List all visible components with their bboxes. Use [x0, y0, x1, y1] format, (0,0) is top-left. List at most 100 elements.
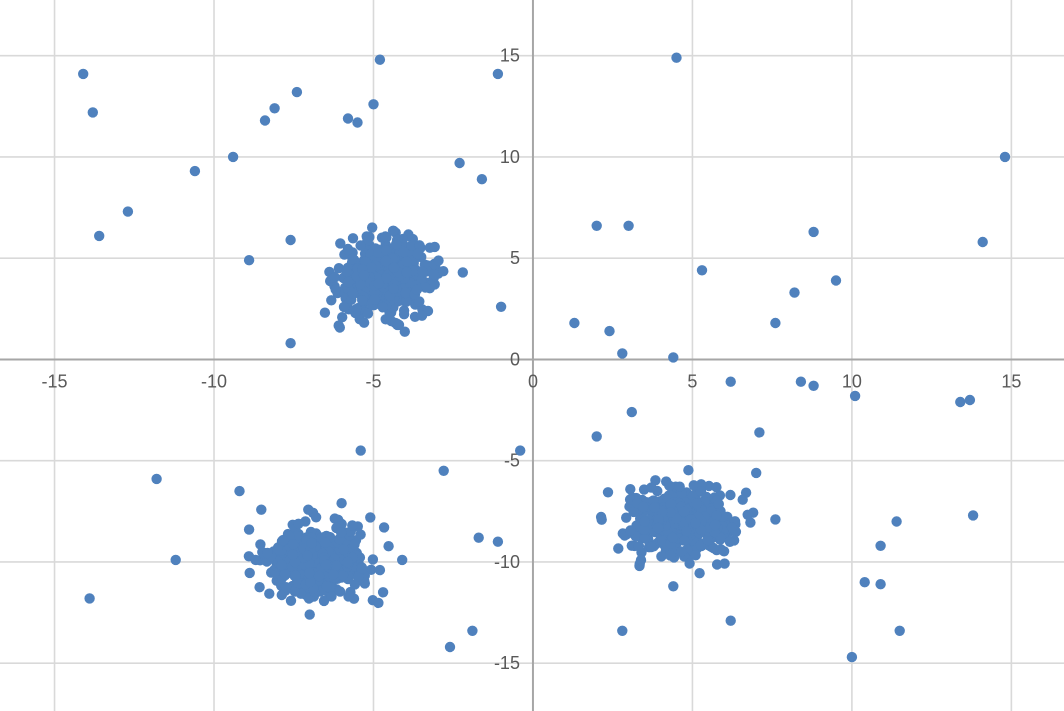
cluster-point	[303, 504, 314, 515]
data-point	[342, 113, 354, 124]
cluster-point	[708, 542, 719, 554]
cluster-point	[244, 567, 255, 579]
data-point	[352, 117, 363, 128]
y-tick-label: -15	[494, 653, 520, 673]
cluster-point	[649, 502, 660, 513]
cluster-point	[355, 240, 366, 251]
data-point	[591, 220, 602, 231]
data-point	[122, 206, 134, 217]
cluster-point	[664, 480, 675, 491]
x-tick-label: -10	[201, 371, 227, 391]
cluster-point	[330, 284, 341, 295]
cluster-point	[653, 514, 664, 525]
data-point	[336, 498, 347, 509]
cluster-point	[625, 484, 636, 495]
cluster-point	[681, 525, 692, 537]
data-point	[696, 265, 708, 276]
data-point	[285, 338, 296, 349]
cluster-point	[310, 512, 322, 523]
cluster-point	[390, 317, 401, 329]
cluster-point	[398, 309, 410, 320]
y-tick-label: -10	[494, 552, 520, 572]
cluster-point	[326, 295, 337, 306]
cluster-point	[390, 238, 402, 250]
x-tick-label: -5	[365, 371, 381, 391]
cluster-point	[381, 273, 392, 284]
cluster-point	[343, 276, 354, 288]
data-point	[964, 394, 976, 406]
cluster-point	[293, 518, 304, 529]
cluster-point	[388, 283, 399, 294]
cluster-point	[702, 534, 713, 546]
data-point	[849, 390, 861, 402]
data-point	[515, 445, 526, 456]
cluster-point	[287, 549, 298, 560]
data-point	[87, 107, 99, 118]
data-point	[444, 641, 456, 653]
cluster-point	[254, 582, 265, 593]
cluster-point	[341, 266, 352, 277]
cluster-point	[383, 541, 394, 552]
data-point	[365, 512, 376, 523]
cluster-point	[406, 240, 417, 251]
data-point	[492, 68, 504, 80]
data-point	[617, 348, 628, 359]
cluster-point	[387, 225, 399, 236]
data-point	[808, 380, 819, 391]
cluster-point	[715, 544, 727, 555]
cluster-point	[633, 541, 645, 552]
data-point	[846, 651, 858, 663]
cluster-point	[306, 537, 317, 549]
cluster-point	[726, 522, 738, 533]
data-point	[259, 115, 271, 126]
cluster-point	[357, 295, 368, 306]
cluster-point	[745, 517, 756, 528]
cluster-point	[319, 307, 331, 318]
cluster-point	[398, 246, 409, 258]
cluster-point	[621, 512, 632, 523]
cluster-point	[719, 558, 730, 569]
cluster-point	[333, 263, 345, 274]
cluster-point	[334, 586, 346, 597]
data-point	[234, 485, 245, 497]
cluster-point	[740, 487, 752, 498]
cluster-point	[347, 288, 359, 299]
data-point	[754, 427, 765, 438]
cluster-point	[366, 262, 377, 273]
data-point	[397, 554, 408, 566]
cluster-point	[349, 539, 360, 550]
cluster-point	[652, 522, 664, 534]
cluster-point	[250, 554, 261, 566]
cluster-point	[428, 268, 440, 280]
data-point	[671, 52, 682, 63]
cluster-point	[367, 554, 379, 565]
cluster-point	[665, 550, 676, 561]
cluster-point	[329, 272, 340, 283]
x-tick-label: 5	[687, 371, 697, 391]
data-point	[875, 540, 886, 551]
cluster-point	[276, 559, 287, 571]
data-point	[668, 352, 679, 363]
cluster-point	[337, 312, 348, 323]
cluster-point	[438, 266, 449, 277]
cluster-point	[683, 465, 694, 476]
cluster-point	[411, 284, 423, 295]
data-point	[189, 165, 201, 177]
cluster-point	[338, 544, 349, 555]
cluster-point	[691, 498, 702, 509]
cluster-point	[709, 519, 721, 531]
data-point	[285, 234, 296, 246]
cluster-point	[676, 546, 687, 557]
cluster-point	[287, 539, 299, 550]
cluster-point	[356, 563, 368, 574]
data-point	[467, 625, 478, 636]
data-point	[623, 220, 634, 231]
data-point	[725, 615, 736, 626]
data-point	[374, 54, 386, 65]
cluster-point	[665, 499, 677, 510]
cluster-point	[684, 558, 695, 569]
cluster-point	[305, 576, 316, 588]
cluster-point	[742, 509, 753, 520]
